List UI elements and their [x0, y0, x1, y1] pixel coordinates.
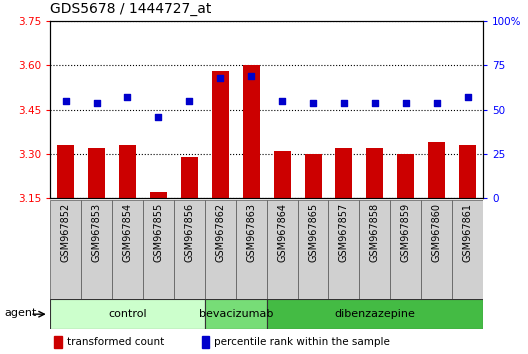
Bar — [428, 142, 445, 198]
Point — [61, 98, 70, 104]
Point — [309, 100, 317, 105]
Point — [432, 100, 441, 105]
Bar — [421, 200, 452, 301]
Text: GSM967858: GSM967858 — [370, 203, 380, 262]
Point — [247, 73, 256, 79]
Bar — [202, 336, 210, 348]
Bar — [328, 200, 360, 301]
Point — [371, 100, 379, 105]
Text: GSM967854: GSM967854 — [122, 203, 133, 262]
Bar — [390, 200, 421, 301]
Bar — [305, 154, 322, 198]
Bar — [205, 299, 267, 329]
Text: GSM967864: GSM967864 — [277, 203, 287, 262]
Text: GSM967861: GSM967861 — [463, 203, 473, 262]
Text: GSM967853: GSM967853 — [91, 203, 101, 262]
Text: GSM967860: GSM967860 — [432, 203, 442, 262]
Bar — [54, 336, 62, 348]
Bar — [360, 200, 390, 301]
Text: GSM967862: GSM967862 — [215, 203, 225, 262]
Bar — [274, 151, 290, 198]
Bar — [459, 145, 476, 198]
Text: GSM967863: GSM967863 — [246, 203, 256, 262]
Text: agent: agent — [4, 308, 36, 318]
Bar — [267, 200, 298, 301]
Text: GDS5678 / 1444727_at: GDS5678 / 1444727_at — [50, 2, 212, 16]
Bar — [57, 145, 74, 198]
Bar — [298, 200, 328, 301]
Bar — [397, 154, 414, 198]
Text: bevacizumab: bevacizumab — [199, 309, 273, 319]
Text: GSM967855: GSM967855 — [154, 203, 163, 262]
Point — [154, 114, 163, 120]
Bar — [112, 200, 143, 301]
Bar — [181, 157, 198, 198]
Point — [340, 100, 348, 105]
Bar — [335, 148, 353, 198]
Bar — [205, 200, 235, 301]
Bar — [243, 65, 260, 198]
Bar — [50, 299, 205, 329]
Text: GSM967857: GSM967857 — [339, 203, 349, 262]
Bar — [81, 200, 112, 301]
Text: GSM967856: GSM967856 — [184, 203, 194, 262]
Text: transformed count: transformed count — [67, 337, 164, 348]
Point — [216, 75, 224, 81]
Point — [402, 100, 410, 105]
Bar — [143, 200, 174, 301]
Bar — [50, 200, 81, 301]
Text: control: control — [108, 309, 147, 319]
Bar — [366, 148, 383, 198]
Text: GSM967852: GSM967852 — [61, 203, 71, 262]
Point — [278, 98, 286, 104]
Point — [92, 100, 101, 105]
Bar — [452, 200, 483, 301]
Bar — [267, 299, 483, 329]
Text: percentile rank within the sample: percentile rank within the sample — [214, 337, 390, 348]
Bar — [119, 145, 136, 198]
Bar — [212, 72, 229, 198]
Point — [123, 95, 131, 100]
Bar — [235, 200, 267, 301]
Bar — [150, 192, 167, 198]
Point — [185, 98, 194, 104]
Bar — [88, 148, 105, 198]
Text: GSM967859: GSM967859 — [401, 203, 411, 262]
Point — [464, 95, 472, 100]
Text: GSM967865: GSM967865 — [308, 203, 318, 262]
Text: dibenzazepine: dibenzazepine — [334, 309, 416, 319]
Bar — [174, 200, 205, 301]
